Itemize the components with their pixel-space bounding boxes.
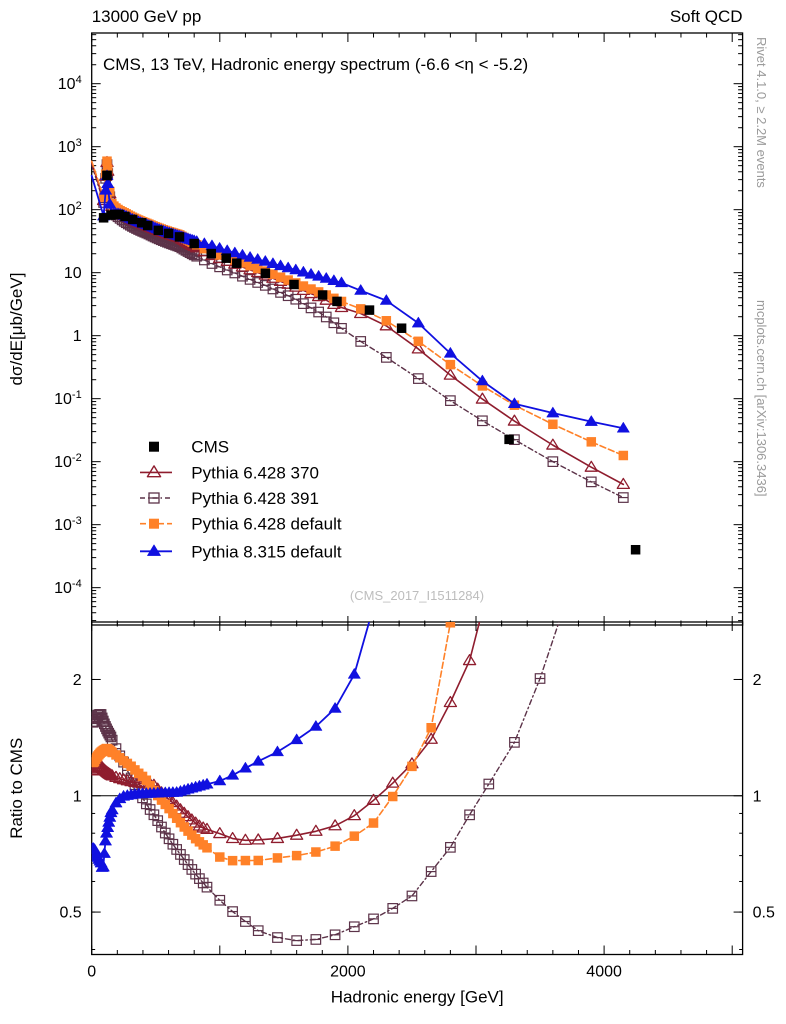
svg-text:CMS, 13 TeV, Hadronic energy s: CMS, 13 TeV, Hadronic energy spectrum (-… [103, 55, 528, 74]
svg-text:Rivet 4.1.0, ≥ 2.2M events: Rivet 4.1.0, ≥ 2.2M events [754, 37, 769, 188]
svg-text:Pythia 6.428 391: Pythia 6.428 391 [191, 489, 319, 508]
svg-text:Pythia 6.428 default: Pythia 6.428 default [191, 515, 342, 534]
svg-text:4000: 4000 [586, 964, 622, 981]
svg-text:(CMS_2017_I1511284): (CMS_2017_I1511284) [350, 588, 484, 603]
svg-text:dσ/dE[μb/GeV]: dσ/dE[μb/GeV] [7, 273, 26, 386]
svg-text:13000 GeV pp: 13000 GeV pp [92, 7, 202, 26]
svg-text:CMS: CMS [191, 438, 229, 457]
svg-text:1: 1 [753, 788, 762, 805]
svg-text:Hadronic energy [GeV]: Hadronic energy [GeV] [331, 988, 504, 1007]
svg-text:Ratio to CMS: Ratio to CMS [7, 738, 26, 839]
svg-text:1: 1 [73, 788, 82, 805]
svg-text:0.5: 0.5 [59, 905, 81, 922]
svg-text:Pythia 6.428 370: Pythia 6.428 370 [191, 463, 319, 482]
svg-text:mcplots.cern.ch [arXiv:1306.34: mcplots.cern.ch [arXiv:1306.3436] [754, 300, 769, 497]
svg-text:10: 10 [64, 265, 82, 282]
svg-text:Soft QCD: Soft QCD [670, 7, 743, 26]
svg-text:2: 2 [753, 672, 762, 689]
svg-text:0: 0 [87, 964, 96, 981]
svg-text:2: 2 [73, 672, 82, 689]
svg-text:2000: 2000 [330, 964, 366, 981]
svg-text:Pythia 8.315 default: Pythia 8.315 default [191, 542, 342, 561]
svg-text:0.5: 0.5 [753, 905, 775, 922]
svg-text:1: 1 [73, 328, 82, 345]
